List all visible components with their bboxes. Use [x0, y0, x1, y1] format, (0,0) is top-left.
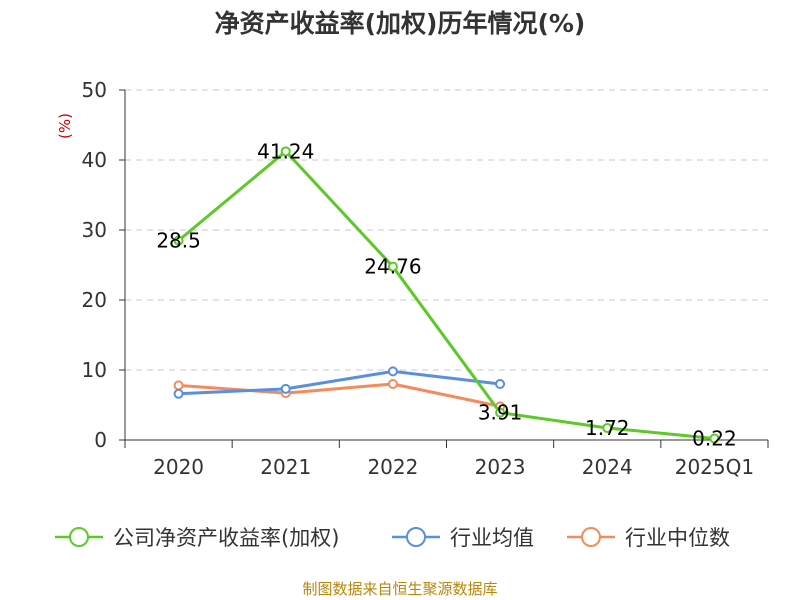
- legend-label: 行业中位数: [625, 526, 730, 550]
- series-point-0: [495, 407, 506, 418]
- series-point-0: [602, 422, 613, 433]
- series-line-1: [178, 369, 501, 396]
- series-point-0: [173, 235, 184, 246]
- data-label: 28.5: [156, 229, 201, 253]
- chart-title: 净资产收益率(加权)历年情况(%): [214, 9, 586, 38]
- y-tick-label: 10: [82, 358, 107, 382]
- x-tick-label: 2024: [582, 455, 633, 479]
- series-point-1: [495, 379, 506, 389]
- data-label: 1.72: [585, 416, 630, 440]
- series-point-1: [280, 383, 291, 394]
- data-label: 3.91: [478, 401, 523, 425]
- x-tick-label: 2020: [153, 455, 204, 479]
- series-line-0: [177, 149, 715, 440]
- legend-marker: [406, 527, 426, 547]
- series-line-2: [178, 382, 501, 408]
- series-point-0: [280, 146, 291, 157]
- y-tick-label: 20: [82, 288, 107, 312]
- legend-marker: [69, 527, 89, 547]
- x-tick-label: 2021: [260, 455, 311, 479]
- series-point-2: [173, 380, 184, 391]
- y-tick-label: 40: [82, 148, 107, 172]
- y-tick-label: 0: [94, 428, 107, 452]
- series-point-1: [173, 388, 184, 399]
- data-label: 41.24: [257, 139, 314, 163]
- x-tick-label: 2023: [475, 455, 526, 479]
- series-point-2: [387, 379, 398, 389]
- series-point-0: [387, 261, 398, 272]
- y-axis-label: (%): [56, 113, 74, 139]
- x-tick-label: 2025Q1: [675, 455, 754, 479]
- legend-label: 公司净资产收益率(加权): [113, 526, 339, 550]
- source-note: 制图数据来自恒生聚源数据库: [302, 580, 498, 598]
- y-tick-label: 50: [82, 78, 107, 102]
- data-label: 0.22: [692, 426, 737, 450]
- legend-label: 行业均值: [450, 526, 534, 550]
- data-label: 24.76: [364, 255, 421, 279]
- x-tick-label: 2022: [367, 455, 418, 479]
- series-point-1: [387, 366, 398, 377]
- legend-marker: [581, 527, 601, 547]
- y-tick-label: 30: [82, 218, 107, 242]
- series-point-0: [709, 433, 720, 444]
